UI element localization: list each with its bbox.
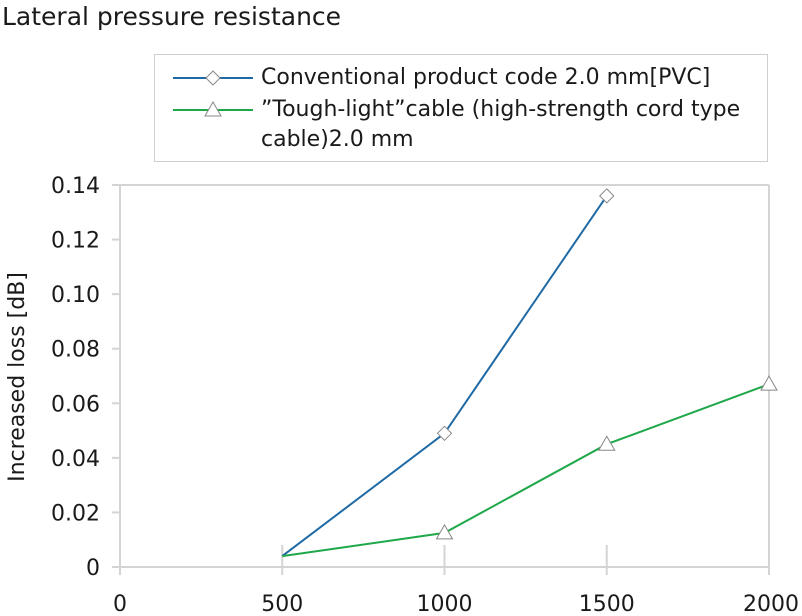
y-tick-label: 0.08 [51, 338, 100, 363]
data-point-triangle [597, 435, 616, 451]
y-tick-label: 0.06 [51, 392, 100, 417]
legend-item-series-1: Conventional product code 2.0 mm[PVC] [155, 63, 767, 93]
data-point-triangle [760, 375, 778, 391]
data-point-diamond [436, 425, 453, 442]
series-line [282, 383, 770, 558]
y-tick-label: 0.14 [51, 174, 100, 199]
chart-series [281, 188, 778, 558]
y-axis-label: Increased loss [dB] [5, 272, 30, 482]
y-axis-ticks: 0 0.02 0.04 0.06 0.08 0.10 0.12 0.14 [51, 174, 120, 581]
legend-label: ”Tough-light”cable (high-strength cord t… [261, 97, 741, 152]
x-axis-ticks: 0 500 1000 1500 2000 [113, 545, 799, 616]
y-tick-label: 0.04 [51, 447, 100, 472]
x-tick-label: 1000 [417, 592, 473, 616]
series-2 [282, 375, 778, 558]
series-line [281, 195, 608, 557]
legend-swatch-diamond [173, 70, 253, 86]
x-tick-label: 2000 [743, 592, 799, 616]
data-point-triangle [435, 523, 454, 540]
legend-item-series-2: ”Tough-light”cable (high-strength cord t… [155, 95, 767, 155]
y-tick-label: 0.02 [51, 501, 100, 526]
data-point-diamond [599, 188, 615, 204]
y-tick-label: 0.12 [51, 229, 100, 254]
y-tick-label: 0.10 [51, 283, 100, 308]
series-1 [281, 188, 615, 557]
x-tick-label: 0 [113, 592, 127, 616]
chart-axes [119, 184, 770, 568]
chart-legend: Conventional product code 2.0 mm[PVC] ”T… [154, 54, 768, 162]
x-tick-label: 500 [261, 592, 303, 616]
chart-title: Lateral pressure resistance [2, 2, 342, 31]
legend-label: Conventional product code 2.0 mm[PVC] [261, 65, 711, 90]
y-tick-label: 0 [86, 556, 100, 581]
legend-swatch-triangle [173, 100, 253, 117]
x-tick-label: 1500 [579, 592, 635, 616]
